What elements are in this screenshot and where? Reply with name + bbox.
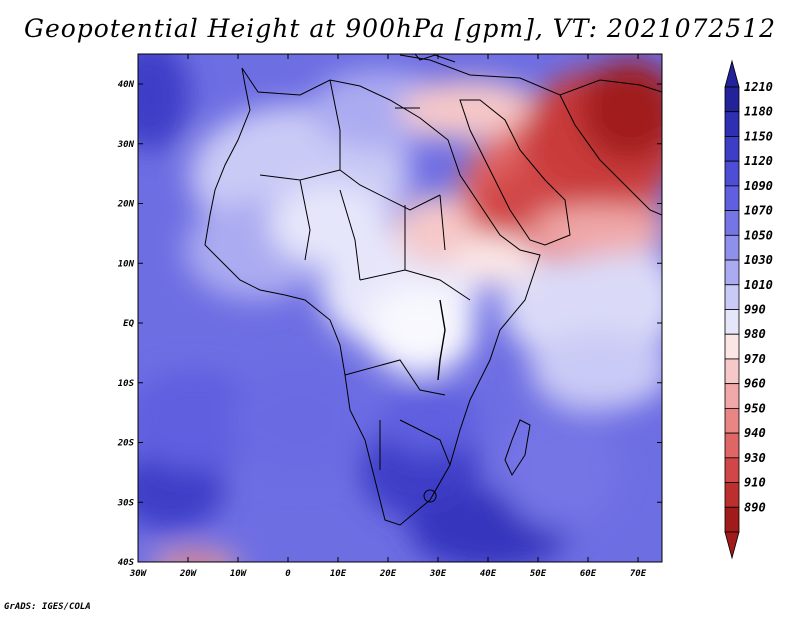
colorbar-label: 1120 [744,154,773,168]
colorbar-segment [724,383,740,409]
colorbar-label: 1030 [744,253,773,267]
colorbar-label: 940 [744,426,766,440]
map-title: Geopotential Height at 900hPa [gpm], VT:… [23,14,777,43]
lat-label: EQ [123,319,134,329]
colorbar-segment [724,482,740,508]
footer-credit: GrADS: IGES/COLA [4,602,91,612]
colorbar-segment [724,136,740,162]
colorbar-label: 1070 [744,204,773,218]
lon-label: 20W [179,569,198,579]
colorbar-segment [724,111,740,137]
lat-label: 30N [117,140,135,150]
lon-label: 0 [285,569,291,579]
colorbar-segment [724,259,740,286]
colorbar-label: 930 [744,451,766,465]
lon-label: 30E [429,569,447,579]
map-panel [138,54,662,562]
colorbar-label: 950 [744,401,766,415]
lat-label: 20S [117,439,135,449]
colorbar-label: 890 [744,500,766,514]
lon-label: 70E [630,569,647,579]
colorbar-min-arrow [724,531,740,560]
lon-label: 30W [129,569,148,579]
lon-label: 20E [379,569,397,579]
lon-axis: 30W 20W 10W 0 10E 20E 30E 40E 50E 60E 70E [129,54,647,579]
colorbar-segment [724,309,740,335]
lat-axis: 40N 30N 20N 10N EQ 10S 20S 30S 40S [117,80,662,568]
lon-label: 40E [480,569,497,579]
colorbar-segment [724,86,740,113]
colorbar-label: 980 [744,327,766,341]
colorbar-max-arrow [724,59,740,88]
colorbar-segment [724,407,740,434]
colorbar-segment [724,185,740,212]
colorbar-label: 910 [744,476,766,490]
map-frame [137,53,663,563]
lat-label: 20N [117,200,135,210]
colorbar-label: 970 [744,352,766,366]
lat-label: 10N [118,259,135,269]
height-field [138,54,662,562]
colorbar-segment [724,284,740,310]
colorbar-segment [724,506,740,533]
lon-label: 50E [530,569,547,579]
colorbar: 1210 1180 1150 1120 1090 1070 1050 1030 1010 990 9… [724,59,773,560]
lon-label: 10E [330,569,347,579]
colorbar-segment [724,457,740,483]
colorbar-label: 990 [744,303,766,317]
colorbar-segment [724,432,740,459]
colorbar-segment [724,358,740,385]
lon-label: 10W [230,569,248,579]
colorbar-segment [724,160,740,187]
colorbar-label: 1050 [744,228,773,242]
colorbar-label: 1180 [744,105,773,119]
map-figure: 40N 30N 20N 10N EQ 10S 20S 30S 40S 30W 20W 10W 0 10E… [117,53,773,579]
colorbar-label: 1150 [744,129,773,143]
colorbar-label: 1210 [744,80,773,94]
colorbar-segment [724,210,740,236]
lat-label: 40N [118,80,135,90]
lat-label: 10S [118,379,135,389]
colorbar-label: 1010 [744,278,773,292]
lat-label: 30S [117,498,135,508]
coastlines [204,54,662,526]
colorbar-label: 960 [744,377,766,391]
colorbar-label: 1090 [744,179,773,193]
lon-label: 60E [580,569,597,579]
colorbar-segment [724,234,740,261]
lat-label: 40S [118,558,135,568]
colorbar-segment [724,333,740,360]
